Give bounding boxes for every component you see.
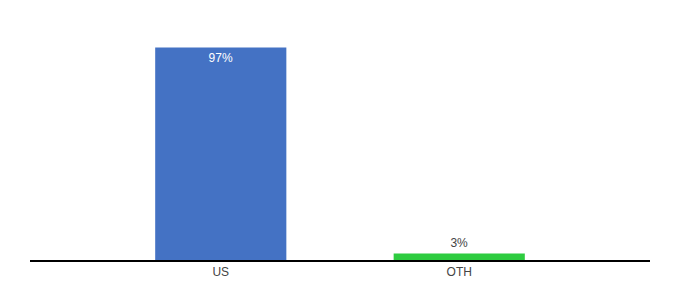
svg-text:97%: 97% [209,51,233,65]
svg-text:US: US [212,265,229,279]
svg-text:3%: 3% [450,236,468,250]
svg-text:OTH: OTH [447,265,472,279]
